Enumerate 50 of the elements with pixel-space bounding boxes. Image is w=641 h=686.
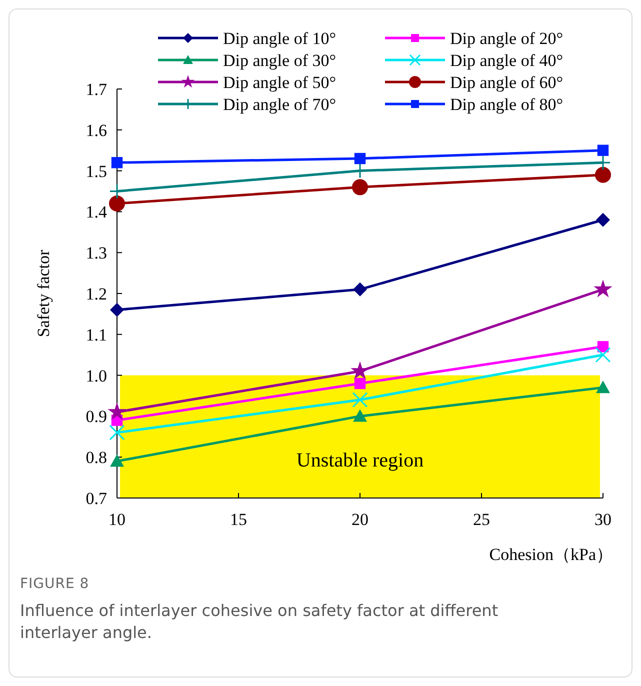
legend-label: Dip angle of 20° — [450, 29, 564, 48]
legend-label: Dip angle of 80° — [450, 95, 564, 114]
point — [110, 302, 124, 317]
y-tick-label: 1.6 — [86, 120, 107, 140]
point — [597, 144, 609, 156]
point — [595, 154, 611, 170]
y-tick-label: 1.7 — [86, 80, 108, 99]
point — [353, 282, 367, 296]
point — [108, 402, 126, 420]
legend-label: Dip angle of 10° — [223, 29, 336, 48]
y-tick-label: 1.3 — [86, 244, 107, 263]
point — [352, 179, 368, 196]
point — [109, 184, 125, 199]
y-tick-label: 1.1 — [86, 325, 107, 344]
y-tick-label: 0.8 — [86, 448, 107, 468]
y-tick-label: 1.4 — [86, 202, 108, 222]
point — [110, 454, 124, 467]
y-tick-label: 1.5 — [86, 162, 107, 181]
x-tick-label: 20 — [352, 510, 368, 529]
legend-label: Dip angle of 70° — [223, 95, 336, 114]
point — [596, 212, 610, 227]
x-axis-title: Cohesion（kPa） — [489, 545, 613, 564]
x-tick-label: 25 — [473, 510, 490, 529]
caption: FIGURE 8 — [20, 576, 90, 592]
y-tick-label: 0.9 — [86, 407, 107, 426]
point — [354, 378, 366, 390]
point — [111, 157, 123, 168]
text: Influence of interlayer cohesive on safety factor at different interlayer angle. — [20, 601, 498, 642]
point — [596, 380, 610, 394]
y-tick-label: 0.7 — [86, 489, 108, 508]
point — [597, 341, 609, 352]
point — [353, 409, 367, 422]
y-tick-label: 1.0 — [86, 366, 107, 386]
x-tick-label: 30 — [594, 510, 612, 529]
point — [109, 196, 125, 212]
legend-label: Dip angle of 60° — [450, 73, 564, 92]
point — [354, 152, 366, 164]
point — [594, 280, 612, 298]
x-tick-label: 15 — [230, 510, 247, 529]
legend-label: Dip angle of 30° — [223, 51, 336, 70]
point — [595, 347, 611, 363]
legend-label: Dip angle of 50° — [223, 73, 336, 92]
point — [595, 166, 611, 183]
x-tick-label: 10 — [108, 510, 126, 529]
band-label: Unstable region — [296, 450, 424, 472]
point — [352, 392, 368, 408]
y-tick-label: 1.2 — [86, 284, 107, 304]
y-axis-title: Safety factor — [34, 250, 53, 338]
legend-label: Dip angle of 40° — [450, 51, 564, 70]
point — [109, 424, 125, 440]
